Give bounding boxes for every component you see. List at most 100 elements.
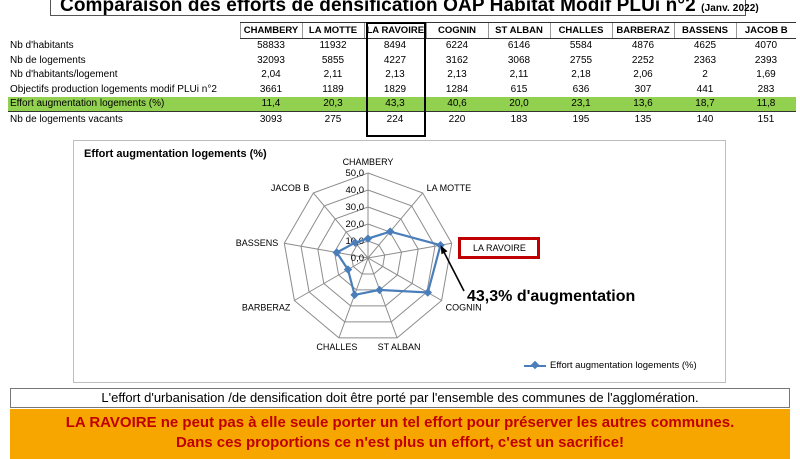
table-cell: 11932	[319, 40, 347, 52]
chart-legend: Effort augmentation logements (%)	[524, 360, 697, 371]
table-row: Nb d'habitants 58833 11932 8494 6224 6146 5584…	[8, 38, 796, 53]
table-cell: 13,6	[612, 96, 674, 112]
table-cell: 2,04	[261, 69, 281, 81]
title-text: Comparaison des efforts de densification…	[60, 0, 696, 16]
row-label: Nb d'habitants	[10, 40, 74, 51]
table-row: Objectifs production logements modif PLU…	[8, 82, 796, 97]
category-label: LA MOTTE	[427, 183, 472, 193]
table-cell: 3661	[259, 83, 283, 95]
data-point	[423, 288, 433, 297]
table-cell: 135	[634, 113, 652, 125]
table-cell: 2,13	[447, 69, 467, 81]
table-cell: 5855	[321, 54, 345, 66]
table-cell: 2393	[754, 54, 778, 66]
column-header: CHALLES	[549, 22, 612, 39]
column-header: BARBERAZ	[611, 22, 674, 39]
header-corner	[8, 23, 240, 39]
table-cell: 2,18	[571, 69, 591, 81]
table-cell: 615	[510, 83, 528, 95]
table-cell: 8494	[383, 40, 407, 52]
table-body: Nb d'habitants 58833 11932 8494 6224 6146 5584…	[8, 38, 796, 127]
table-cell: 32093	[257, 54, 285, 66]
table-cell: 195	[572, 113, 590, 125]
callout-arrow	[441, 248, 465, 292]
grid-spoke	[284, 242, 369, 259]
column-header: JACOB B	[735, 22, 796, 39]
radial-tick-label: 20,0	[346, 219, 365, 230]
table-cell: 5584	[569, 40, 593, 52]
table-cell: 18,7	[674, 96, 736, 112]
table-cell: 220	[448, 113, 466, 125]
table-cell: 1284	[445, 83, 469, 95]
title-frame	[50, 0, 746, 16]
legend-label: Effort augmentation logements (%)	[550, 360, 697, 371]
row-label: Nb d'habitants/logement	[10, 69, 118, 81]
comparison-table: CHAMBERY LA MOTTE LA RAVOIRE COGNIN ST A…	[8, 22, 796, 127]
table-cell: 224	[386, 113, 404, 125]
data-point	[332, 248, 341, 257]
grid-spoke	[294, 257, 369, 301]
category-label: CHALLES	[316, 342, 357, 352]
column-header: LA RAVOIRE	[363, 22, 426, 39]
table-cell: 1189	[322, 83, 344, 95]
series-line	[335, 230, 442, 297]
legend-line-marker-icon	[524, 364, 546, 367]
table-cell: 3068	[507, 54, 531, 66]
grid-ring	[283, 172, 453, 339]
data-point	[350, 290, 359, 300]
category-label: BASSENS	[236, 238, 279, 248]
table-cell: 20,3	[302, 96, 364, 112]
title-date: (Janv. 2022)	[701, 3, 759, 14]
row-label: Nb de logements	[10, 54, 86, 66]
column-header: LA MOTTE	[301, 22, 364, 39]
grid-ring	[333, 223, 403, 291]
category-label: CHAMBERY	[343, 157, 394, 167]
table-cell: 140	[696, 113, 714, 125]
table-row: Effort augmentation logements (%) 11,4 20,…	[8, 96, 796, 112]
table-cell: 2,13	[385, 69, 405, 81]
row-label: Nb de logements vacants	[10, 113, 123, 125]
row-label: Objectifs production logements modif PLU…	[10, 83, 217, 95]
column-header: CHAMBERY	[239, 22, 302, 39]
la-ravoire-callout-box: LA RAVOIRE	[458, 237, 540, 259]
table-cell: 11,8	[736, 96, 796, 112]
table-cell: 2755	[569, 54, 593, 66]
column-header: BASSENS	[673, 22, 736, 39]
table-cell: 40,6	[426, 96, 488, 112]
category-label: ST ALBAN	[378, 342, 421, 352]
table-cell: 1829	[383, 83, 407, 95]
table-cell: 6224	[445, 40, 469, 52]
radial-tick-label: 50,0	[346, 168, 365, 179]
grid-spoke	[367, 257, 398, 339]
table-cell: 2,11	[323, 69, 343, 81]
page-title: Comparaison des efforts de densification…	[60, 0, 759, 17]
table-cell: 2363	[693, 54, 717, 66]
grid-spoke	[312, 192, 369, 259]
table-cell: 2,06	[633, 69, 653, 81]
category-label: JACOB B	[271, 183, 310, 193]
category-label: COGNIN	[446, 303, 482, 313]
callout-arrow-head-icon	[440, 245, 448, 255]
percentage-callout: 43,3% d'augmentation	[467, 288, 636, 305]
grid-spoke	[367, 192, 424, 259]
radial-tick-label: 0,0	[351, 253, 364, 264]
banner-line-1: LA RAVOIRE ne peut pas à elle seule port…	[65, 414, 735, 431]
table-row: Nb d'habitants/logement 2,04 2,11 2,13 2,13 2…	[8, 68, 796, 83]
table-cell: 20,0	[488, 96, 550, 112]
table-cell: 4876	[631, 40, 655, 52]
column-header: ST ALBAN	[487, 22, 550, 39]
table-cell: 275	[324, 113, 342, 125]
table-cell: 2,11	[509, 69, 529, 81]
table-cell: 23,1	[550, 96, 612, 112]
table-cell: 4070	[754, 40, 778, 52]
table-cell: 4625	[693, 40, 717, 52]
data-point	[363, 234, 373, 243]
table-cell: 1,69	[756, 69, 776, 81]
grid-ring	[300, 189, 436, 323]
table-cell: 6146	[507, 40, 531, 52]
table-cell: 636	[572, 83, 590, 95]
column-header: COGNIN	[425, 22, 488, 39]
table-cell: 307	[634, 83, 652, 95]
